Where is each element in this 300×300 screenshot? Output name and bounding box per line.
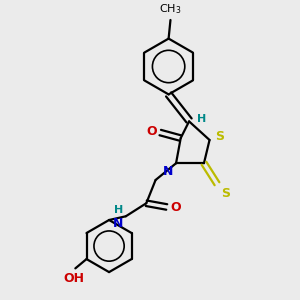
Text: N: N	[112, 217, 123, 230]
Text: H: H	[197, 114, 207, 124]
Text: O: O	[146, 125, 157, 138]
Text: S: S	[215, 130, 224, 143]
Text: OH: OH	[63, 272, 84, 285]
Text: N: N	[163, 165, 173, 178]
Text: CH$_3$: CH$_3$	[159, 2, 182, 16]
Text: S: S	[221, 188, 230, 200]
Text: H: H	[114, 206, 123, 215]
Text: O: O	[170, 201, 181, 214]
